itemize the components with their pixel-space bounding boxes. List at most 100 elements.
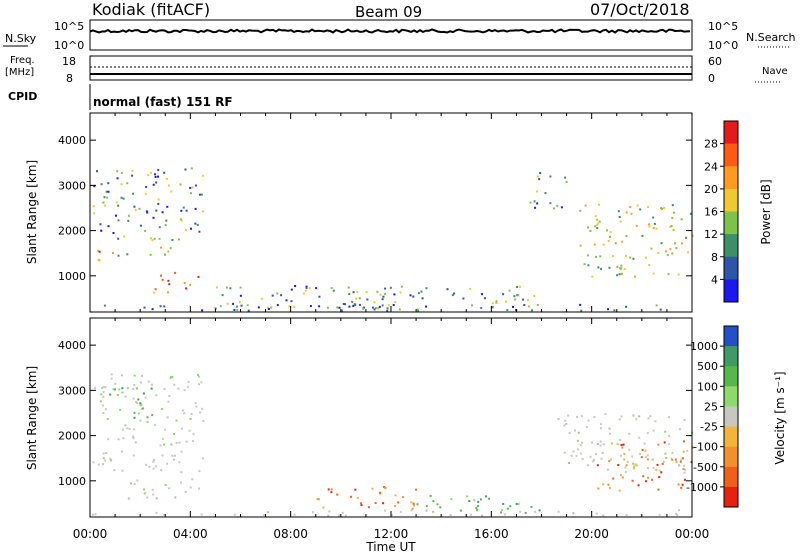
- range-cell: [122, 197, 125, 200]
- range-cell: [240, 304, 243, 307]
- range-cell: [121, 450, 123, 453]
- ytick-label: 3000: [58, 179, 86, 192]
- range-cell: [120, 196, 123, 199]
- range-cell: [506, 507, 509, 510]
- colorbar-swatch: [724, 166, 738, 190]
- range-cell: [425, 505, 428, 508]
- range-cell: [276, 304, 279, 307]
- range-cell: [184, 168, 187, 171]
- range-cell: [560, 206, 563, 209]
- range-cell: [152, 216, 155, 219]
- range-cell: [110, 377, 113, 380]
- range-cell: [160, 246, 162, 249]
- nsky-panel-frame: [89, 19, 693, 51]
- range-cell: [180, 209, 183, 212]
- range-cell: [132, 454, 135, 457]
- range-cell: [663, 206, 666, 209]
- range-cell: [336, 493, 339, 496]
- nsky-label: N.Sky: [5, 32, 37, 45]
- range-cell: [522, 298, 525, 301]
- range-cell: [180, 450, 183, 453]
- range-cell: [348, 305, 351, 308]
- nave-label: Nave: [762, 66, 788, 77]
- range-cell: [601, 452, 604, 454]
- range-cell: [151, 239, 154, 242]
- range-cell: [634, 463, 637, 466]
- range-cell: [680, 486, 683, 489]
- range-cell: [290, 300, 293, 303]
- range-cell: [681, 457, 684, 460]
- range-cell: [117, 204, 120, 207]
- range-cell: [516, 286, 519, 288]
- range-cell: [105, 452, 108, 455]
- range-cell: [402, 496, 405, 499]
- range-cell: [660, 471, 663, 474]
- range-cell: [671, 252, 674, 255]
- range-cell: [621, 446, 624, 449]
- range-cell: [671, 458, 674, 461]
- range-cell: [594, 215, 597, 218]
- range-cell: [595, 512, 598, 515]
- range-cell: [628, 448, 631, 451]
- colorbar-swatch: [724, 143, 738, 167]
- range-cell: [599, 440, 602, 443]
- range-cell: [189, 417, 192, 420]
- range-cell: [573, 429, 576, 432]
- freq-label-2: [MHz]: [5, 67, 34, 78]
- range-cell: [589, 230, 592, 232]
- range-cell: [302, 292, 305, 295]
- range-cell: [384, 287, 387, 290]
- range-cell: [664, 452, 667, 455]
- range-cell: [564, 176, 567, 179]
- range-cell: [144, 192, 147, 195]
- range-cell: [116, 393, 119, 396]
- range-cell: [676, 514, 679, 516]
- range-cell: [649, 415, 652, 418]
- range-cell: [373, 301, 376, 304]
- range-cell: [621, 476, 624, 479]
- range-cell: [183, 282, 186, 284]
- range-cell: [105, 190, 108, 193]
- range-cell: [645, 480, 648, 483]
- range-cell: [158, 237, 161, 240]
- range-cell: [167, 184, 170, 187]
- range-cell: [236, 309, 239, 312]
- range-cell: [170, 375, 172, 378]
- range-cell: [182, 206, 185, 209]
- colorbar-tick-label: -500: [693, 461, 718, 474]
- range-cell: [616, 274, 619, 277]
- range-cell: [683, 471, 686, 474]
- range-cell: [371, 487, 374, 490]
- range-cell: [636, 464, 638, 467]
- range-cell: [483, 297, 486, 300]
- colorbar-swatch: [724, 466, 738, 488]
- range-cell: [617, 210, 620, 213]
- range-cell: [178, 441, 181, 444]
- range-cell: [400, 285, 403, 288]
- range-cell: [350, 495, 352, 498]
- range-cell: [602, 243, 605, 246]
- range-cell: [106, 418, 109, 421]
- range-cell: [154, 173, 157, 176]
- range-cell: [659, 308, 662, 311]
- range-cell: [644, 449, 647, 452]
- range-cell: [579, 244, 582, 247]
- colorbar-tick-label: -100: [693, 441, 718, 454]
- range-cell: [117, 237, 120, 240]
- range-cell: [183, 389, 186, 392]
- range-cell: [341, 511, 344, 514]
- range-cell: [326, 306, 329, 309]
- date-title: 07/Oct/2018: [590, 0, 690, 19]
- range-cell: [200, 381, 203, 384]
- range-cell: [594, 225, 597, 228]
- range-cell: [109, 393, 112, 396]
- range-cell: [146, 420, 149, 423]
- range-cell: [97, 249, 100, 252]
- range-cell: [416, 308, 419, 311]
- range-cell: [293, 513, 296, 516]
- range-cell: [150, 171, 153, 174]
- range-cell: [126, 387, 129, 390]
- range-cell: [638, 415, 641, 418]
- range-cell: [239, 294, 242, 297]
- range-cell: [188, 429, 191, 432]
